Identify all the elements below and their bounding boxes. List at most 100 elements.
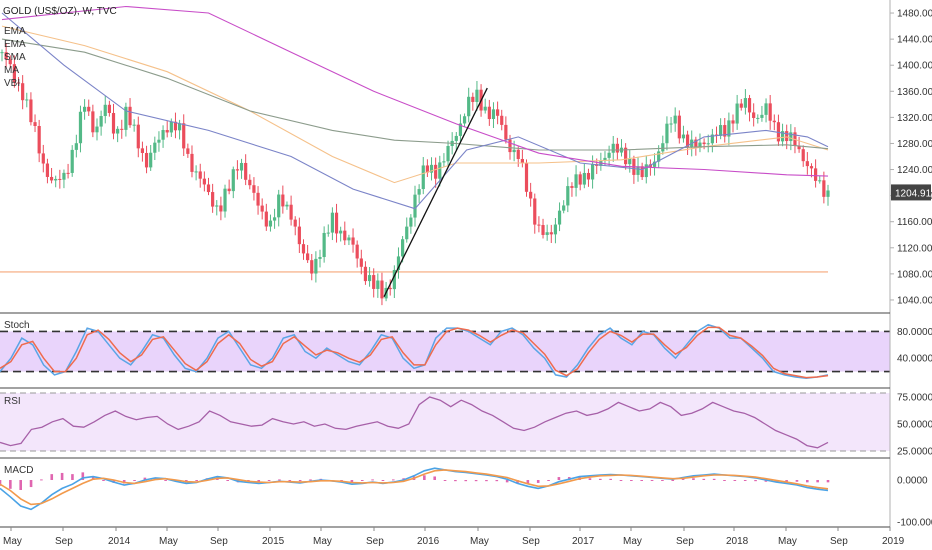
candle-body	[177, 123, 182, 131]
candle-body	[727, 120, 731, 137]
macd-histogram-bar	[464, 480, 468, 482]
candle-body	[549, 232, 553, 235]
macd-histogram-bar	[526, 480, 530, 484]
candle-body	[388, 287, 392, 290]
candle-body	[144, 152, 149, 168]
candle-body	[624, 147, 628, 165]
macd-histogram-bar	[309, 479, 312, 481]
candle-body	[710, 134, 714, 144]
candle-body	[780, 131, 785, 142]
candle-body	[644, 164, 648, 178]
macd-histogram-bar	[599, 478, 602, 480]
candle-body	[376, 280, 380, 289]
legend-item: VBI	[4, 78, 20, 89]
candle-body	[822, 180, 826, 197]
candle-body	[789, 132, 793, 142]
price-tick-label: 1400.00	[897, 61, 932, 72]
macd-histogram-bar	[278, 479, 281, 481]
macd-histogram-bar	[795, 480, 799, 482]
candle-body	[665, 123, 669, 144]
macd-histogram-bar	[350, 480, 354, 483]
candle-body	[409, 217, 413, 227]
candle-body	[310, 260, 314, 274]
candle-body	[198, 171, 202, 179]
candle-body	[607, 152, 611, 158]
macd-histogram-bar	[630, 480, 633, 481]
candle-body	[529, 191, 533, 199]
candle-body	[306, 253, 310, 261]
candle-body	[116, 128, 120, 134]
candle-body	[49, 176, 54, 181]
candle-body	[739, 103, 743, 108]
candle-body	[78, 111, 83, 144]
macd-histogram-bar	[733, 480, 737, 481]
macd-histogram-bar	[91, 476, 95, 480]
candle-body	[314, 258, 318, 274]
macd-pane[interactable]: MACD	[0, 465, 830, 511]
macd-histogram-bar	[423, 475, 426, 480]
macd-histogram-bar	[712, 478, 716, 480]
candle-body	[442, 161, 446, 163]
candle-body	[438, 162, 442, 179]
candle-body	[475, 89, 479, 102]
candle-body	[590, 164, 595, 180]
candle-body	[814, 168, 818, 181]
candle-body	[153, 142, 157, 153]
candle-body	[95, 126, 99, 133]
candle-body	[277, 194, 281, 218]
time-tick-label: 2014	[108, 536, 131, 547]
rsi-tick-label: 25.0000	[897, 447, 932, 458]
ma-line-ema	[1, 25, 829, 184]
candle-body	[698, 142, 702, 148]
candle-body	[132, 124, 136, 126]
macd-histogram-bar	[71, 474, 74, 480]
price-tick-label: 1440.00	[897, 35, 932, 46]
price-tick-label: 1360.00	[897, 87, 932, 98]
candle-body	[657, 151, 661, 162]
candle-body	[785, 131, 789, 142]
candle-body	[516, 149, 520, 159]
rsi-pane[interactable]: RSI	[0, 392, 890, 452]
macd-histogram-bar	[547, 480, 550, 481]
candle-body	[458, 123, 463, 136]
candle-body	[818, 180, 822, 182]
candle-body	[628, 158, 632, 165]
candle-body	[223, 188, 227, 212]
candle-body	[227, 188, 231, 192]
candle-body	[640, 166, 644, 178]
candle-body	[747, 98, 752, 113]
candle-body	[392, 269, 396, 290]
candle-body	[421, 165, 425, 190]
candle-body	[289, 204, 293, 220]
macd-histogram-bar	[40, 479, 43, 481]
candle-body	[260, 205, 264, 212]
candle-body	[318, 257, 322, 259]
candle-body	[562, 205, 566, 211]
price-tick-label: 1160.00	[897, 217, 932, 228]
price-pane[interactable]	[0, 5, 830, 306]
candle-body	[735, 103, 739, 124]
candle-body	[219, 205, 223, 212]
candle-body	[566, 186, 570, 206]
candle-body	[355, 244, 359, 259]
time-tick-label: 2015	[262, 536, 285, 547]
candle-body	[508, 139, 512, 153]
macd-histogram-bar	[226, 480, 229, 481]
candle-body	[215, 205, 219, 207]
candle-body	[483, 106, 487, 111]
candle-body	[524, 162, 529, 192]
candle-body	[103, 104, 107, 117]
candle-body	[136, 124, 140, 149]
candle-body	[54, 178, 58, 181]
candle-body	[553, 224, 558, 235]
candle-body	[322, 232, 326, 258]
time-tick-label: Sep	[522, 536, 540, 547]
macd-histogram-bar	[257, 480, 261, 482]
candle-body	[396, 256, 401, 270]
candle-body	[504, 124, 508, 140]
time-tick-label: May	[623, 536, 642, 547]
candle-body	[681, 134, 686, 139]
macd-histogram-bar	[557, 477, 561, 480]
rsi-line	[0, 396, 829, 449]
stoch-pane[interactable]: Stoch	[0, 320, 890, 380]
